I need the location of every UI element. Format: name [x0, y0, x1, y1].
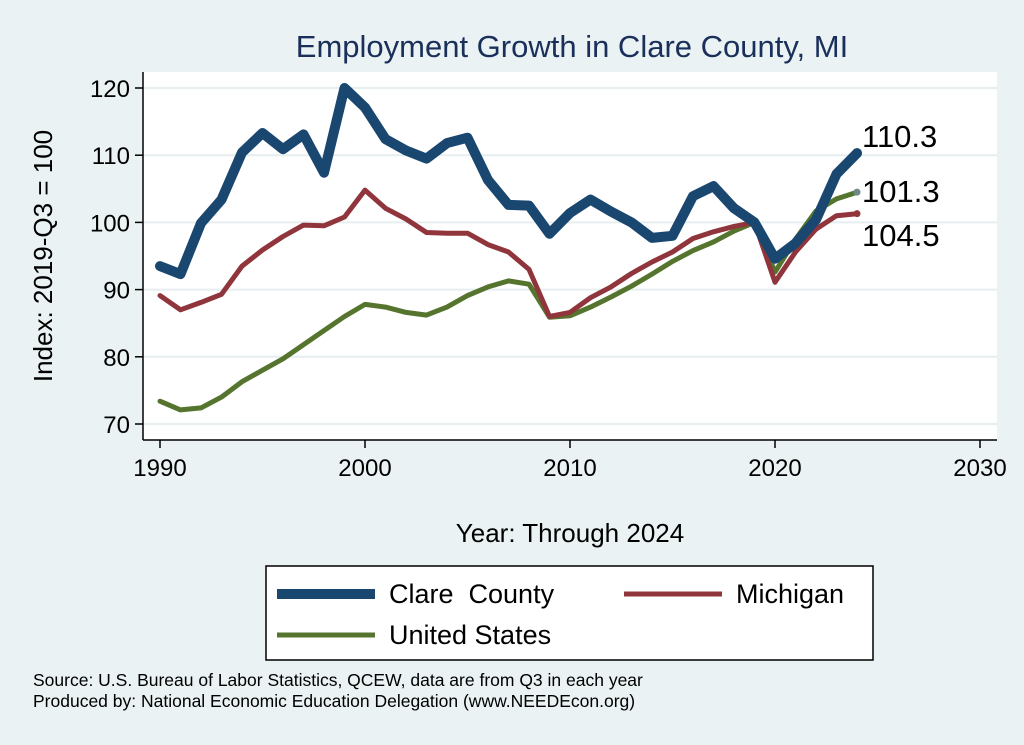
y-tick-label: 100	[90, 210, 130, 237]
chart-title: Employment Growth in Clare County, MI	[296, 29, 848, 64]
series-line-clare-county	[155, 83, 862, 280]
series-line-michigan	[157, 187, 860, 319]
y-tick-label: 80	[103, 345, 130, 372]
end-value-label: 101.3	[862, 174, 940, 209]
y-tick-label: 120	[90, 76, 130, 103]
x-tick-label: 2010	[543, 455, 596, 482]
source-line: Source: U.S. Bureau of Labor Statistics,…	[33, 670, 643, 690]
y-tick-label: 70	[103, 412, 130, 439]
y-tick-label: 110	[92, 143, 130, 170]
legend: Clare County Michigan United States	[265, 565, 874, 661]
legend-label: Clare County	[389, 579, 555, 609]
end-value-label: 110.3	[862, 119, 937, 154]
plot-area	[143, 72, 997, 440]
end-value-label: 104.5	[862, 218, 940, 253]
y-tick-label: 90	[103, 278, 130, 305]
series-line-united-states	[157, 189, 860, 413]
x-tick-label: 2020	[748, 455, 801, 482]
y-axis-title: Index: 2019-Q3 = 100	[28, 130, 58, 382]
end-marker	[853, 210, 861, 218]
end-marker	[852, 148, 862, 159]
x-axis-title: Year: Through 2024	[456, 518, 684, 548]
producer-line: Produced by: National Economic Education…	[33, 691, 636, 711]
series-lines	[155, 83, 862, 413]
legend-box	[265, 565, 874, 661]
end-labels: 110.3 101.3 104.5	[852, 119, 940, 253]
axes: 70 80 90 100 110 120 1990 2000 2010 2020 2030	[90, 72, 1007, 482]
x-tick-label: 2000	[338, 455, 391, 482]
x-tick-label: 1990	[133, 455, 186, 482]
line-chart: Employment Growth in Clare County, MI 70…	[28, 29, 1007, 661]
end-marker	[853, 188, 861, 196]
x-tick-label: 2030	[953, 455, 1006, 482]
source-notes: Source: U.S. Bureau of Labor Statistics,…	[33, 670, 643, 712]
legend-label: Michigan	[736, 579, 844, 609]
legend-label: United States	[389, 620, 551, 650]
